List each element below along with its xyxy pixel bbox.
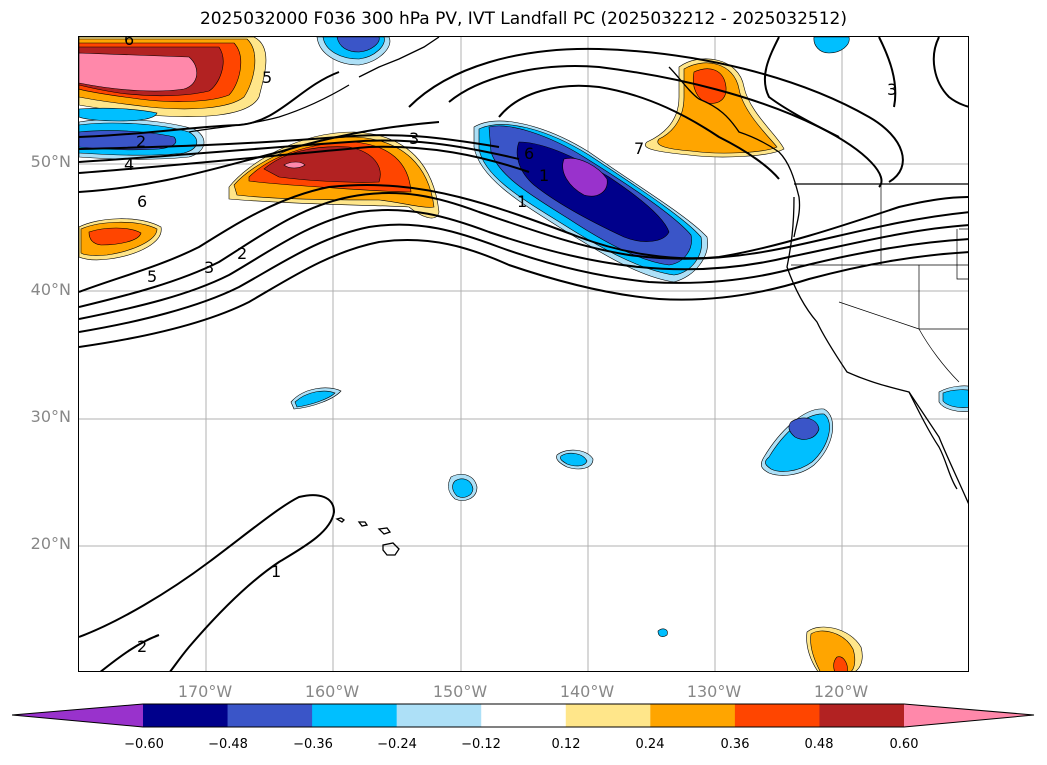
colorbar-tick: −0.36 xyxy=(293,737,333,752)
colorbar-cell xyxy=(565,704,651,727)
contour-label: 5 xyxy=(262,68,272,87)
lat-label: 50°N xyxy=(30,152,71,171)
contour-label: 6 xyxy=(124,37,134,49)
lat-label: 30°N xyxy=(30,407,71,426)
lat-label: 40°N xyxy=(30,280,71,299)
map-canvas: 6 5 2 4 6 5 3 2 3 7 6 1 3 1 2 1 xyxy=(79,37,968,671)
lon-label: 130°W xyxy=(686,682,742,701)
colorbar-extend-min xyxy=(12,704,143,727)
colorbar-cell xyxy=(650,704,736,727)
colorbar-cell xyxy=(481,704,567,727)
colorbar-tick: −0.60 xyxy=(124,737,164,752)
colorbar-tick: 0.60 xyxy=(889,737,919,752)
contour-label: 5 xyxy=(147,267,157,286)
colorbar-cell xyxy=(312,704,398,727)
map-title: 2025032000 F036 300 hPa PV, IVT Landfall… xyxy=(199,9,847,29)
contour-label: 6 xyxy=(137,192,147,211)
negative-anomaly-shading xyxy=(79,37,968,637)
contour-label: 1 xyxy=(539,166,549,185)
lon-label: 160°W xyxy=(304,682,360,701)
colorbar-cell xyxy=(143,704,229,727)
contour-label: 7 xyxy=(634,139,644,158)
pv-contours xyxy=(79,37,968,671)
lon-label: 120°W xyxy=(813,682,869,701)
colorbar xyxy=(12,703,1035,728)
contour-label: 2 xyxy=(136,132,146,151)
state-borders xyxy=(791,184,968,383)
colorbar-tick: −0.24 xyxy=(377,737,417,752)
contour-label: 6 xyxy=(524,144,534,163)
contour-label: 3 xyxy=(409,129,419,148)
colorbar-cell xyxy=(227,704,313,727)
coastlines xyxy=(188,37,968,556)
contour-label: 1 xyxy=(271,562,281,581)
colorbar-tick: 0.24 xyxy=(635,737,665,752)
colorbar-extend-max xyxy=(904,704,1034,727)
lon-label: 140°W xyxy=(559,682,615,701)
colorbar-tick: 0.12 xyxy=(551,737,581,752)
colorbar-cell xyxy=(819,704,905,727)
map-panel: 6 5 2 4 6 5 3 2 3 7 6 1 3 1 2 1 xyxy=(78,36,969,672)
lat-label: 20°N xyxy=(30,534,71,553)
colorbar-outline xyxy=(12,703,1035,728)
contour-label: 4 xyxy=(124,155,134,174)
colorbar-cell xyxy=(734,704,820,727)
contour-label: 2 xyxy=(237,244,247,263)
colorbar-tick: 0.48 xyxy=(804,737,834,752)
colorbar-cell xyxy=(396,704,482,727)
colorbar-tick: 0.36 xyxy=(720,737,750,752)
lon-label: 150°W xyxy=(432,682,488,701)
colorbar-tick: −0.48 xyxy=(208,737,248,752)
contour-label: 3 xyxy=(887,80,897,99)
contour-label: 1 xyxy=(517,192,527,211)
lon-label: 170°W xyxy=(177,682,233,701)
contour-label: 3 xyxy=(204,258,214,277)
contour-label: 2 xyxy=(137,637,147,656)
contour-labels: 6 5 2 4 6 5 3 2 3 7 6 1 3 1 2 1 xyxy=(124,37,897,656)
colorbar-tick: −0.12 xyxy=(461,737,501,752)
